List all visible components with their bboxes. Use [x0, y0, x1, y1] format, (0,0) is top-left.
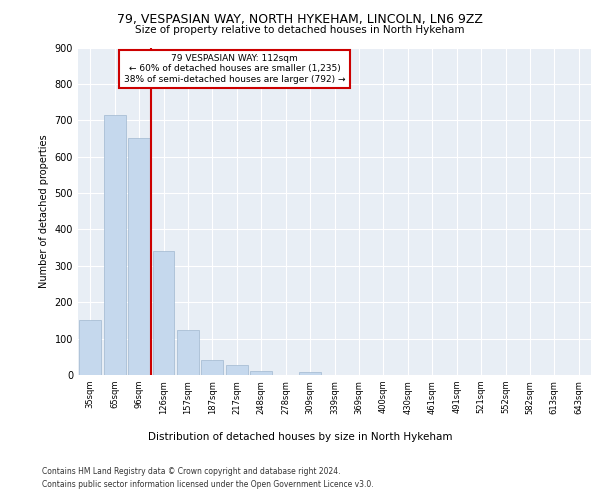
Bar [250, 372, 272, 375]
Bar [177, 330, 199, 375]
Text: 79 VESPASIAN WAY: 112sqm
← 60% of detached houses are smaller (1,235)
38% of sem: 79 VESPASIAN WAY: 112sqm ← 60% of detach… [124, 54, 345, 84]
Text: Distribution of detached houses by size in North Hykeham: Distribution of detached houses by size … [148, 432, 452, 442]
Text: Size of property relative to detached houses in North Hykeham: Size of property relative to detached ho… [135, 25, 465, 35]
Text: Contains HM Land Registry data © Crown copyright and database right 2024.: Contains HM Land Registry data © Crown c… [42, 468, 341, 476]
Bar [79, 320, 101, 375]
Text: Contains public sector information licensed under the Open Government Licence v3: Contains public sector information licen… [42, 480, 374, 489]
Y-axis label: Number of detached properties: Number of detached properties [39, 134, 49, 288]
Bar [152, 252, 175, 375]
Bar [226, 365, 248, 375]
Bar [128, 138, 150, 375]
Text: 79, VESPASIAN WAY, NORTH HYKEHAM, LINCOLN, LN6 9ZZ: 79, VESPASIAN WAY, NORTH HYKEHAM, LINCOL… [117, 12, 483, 26]
Bar [104, 115, 125, 375]
Bar [299, 372, 321, 375]
Bar [202, 360, 223, 375]
